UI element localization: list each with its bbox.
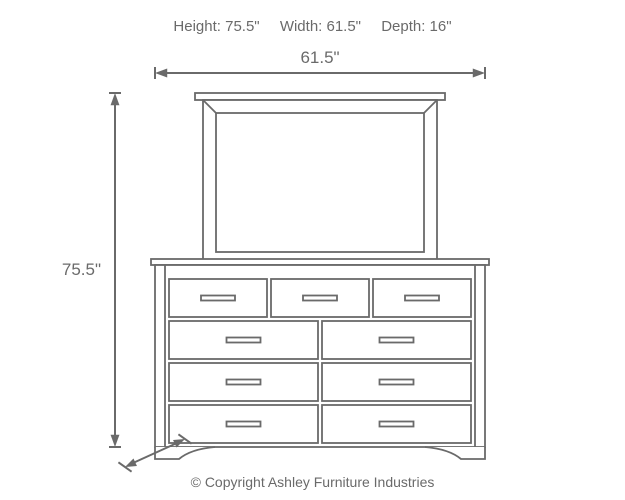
spec-width: Width: 61.5" — [280, 18, 361, 35]
dimension-diagram: 61.5"75.5"16" — [0, 35, 625, 475]
spec-header: Height: 75.5" Width: 61.5" Depth: 16" — [0, 0, 625, 35]
copyright-text: © Copyright Ashley Furniture Industries — [0, 474, 625, 490]
svg-text:61.5": 61.5" — [300, 48, 339, 67]
svg-text:75.5": 75.5" — [62, 260, 101, 279]
spec-depth: Depth: 16" — [381, 18, 451, 35]
spec-height: Height: 75.5" — [173, 18, 259, 35]
